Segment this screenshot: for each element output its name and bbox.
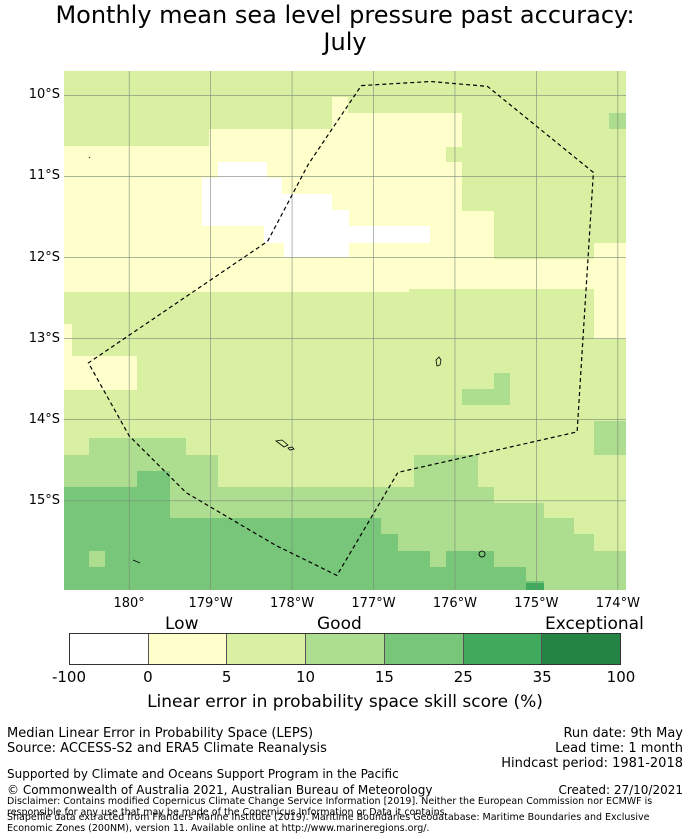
cell-region-green-east — [446, 113, 626, 259]
island-nw-dot — [88, 156, 91, 159]
cell-upper-white — [348, 97, 460, 113]
cell-yellow-left-strip — [64, 324, 72, 374]
source-line: Source: ACCESS-S2 and ERA5 Climate Reana… — [7, 741, 327, 756]
category-good-label: Good — [317, 614, 362, 634]
longitude-label: 176°W — [432, 596, 478, 611]
category-low-label: Low — [165, 614, 199, 634]
run-date: Run date: 9th May — [563, 726, 683, 741]
region-outline — [87, 80, 595, 577]
title-line-2: July — [323, 28, 367, 56]
cell-good-far-east — [594, 421, 626, 455]
colorbar-title: Linear error in probability space skill … — [147, 692, 543, 712]
cell-strong-south-edge — [526, 583, 544, 590]
colorbar-tick-label: 0 — [143, 668, 153, 686]
latitude-label: 14°S — [28, 411, 60, 427]
longitude-label: 180° — [113, 596, 145, 611]
latitude-label: 11°S — [28, 168, 60, 184]
created-date: Created: 27/10/2021 — [558, 783, 683, 797]
cell-strip-green-left — [64, 126, 89, 146]
disclaimer: Disclaimer: Contains modified Copernicus… — [7, 796, 653, 818]
cell-yellow-mid-right — [594, 243, 626, 339]
cell-good-east-1 — [462, 389, 510, 405]
cell-good-east-2 — [494, 373, 510, 391]
cell-green-mid — [64, 292, 594, 324]
colorbar-tick-label: -100 — [51, 668, 87, 686]
colorbar-tick-label: 15 — [374, 668, 394, 686]
islands — [88, 156, 486, 564]
lead-time: Lead time: 1 month — [555, 741, 683, 756]
colorbar-segment — [463, 634, 543, 664]
category-exceptional-label: Exceptional — [545, 614, 644, 634]
longitude-label: 174°W — [595, 596, 640, 611]
colorbar-tick-label: 10 — [296, 668, 316, 686]
colorbar-tick-label: 5 — [221, 668, 232, 686]
island-central — [275, 439, 295, 451]
island-south-west — [132, 559, 141, 564]
page-title: Monthly mean sea level pressure past acc… — [0, 2, 690, 56]
island-south-east — [478, 550, 486, 558]
supported-by: Supported by Climate and Oceans Support … — [7, 767, 399, 781]
colorbar — [69, 633, 621, 665]
colorbar-segment — [70, 634, 149, 664]
latitude-label: 15°S — [28, 492, 60, 508]
colorbar-segment — [227, 634, 307, 664]
longitude-label: 175°W — [514, 596, 559, 611]
latitude-label: 12°S — [28, 249, 60, 265]
cell-region-none — [202, 162, 430, 257]
cell-region-strong-south — [64, 471, 544, 590]
colorbar-tick-label: 25 — [453, 668, 473, 686]
shapefile-credit: Shapefile data extracted from Flanders M… — [7, 812, 650, 834]
hindcast-period: Hindcast period: 1981-2018 — [501, 756, 683, 771]
latitude-label: 10°S — [28, 87, 60, 103]
colorbar-segment — [542, 634, 621, 664]
island-north — [435, 356, 442, 367]
cell-small-green-ne — [609, 113, 626, 129]
colorbar-tick-label: 35 — [532, 668, 552, 686]
longitude-label: 177°W — [351, 596, 396, 611]
skill-cells — [64, 97, 626, 590]
colorbar-segment — [148, 634, 228, 664]
title-line-1: Monthly mean sea level pressure past acc… — [55, 1, 635, 29]
longitude-label: 178°W — [269, 596, 315, 611]
map-canvas — [64, 71, 626, 590]
colorbar-tick-label: 100 — [606, 668, 636, 686]
longitude-label: 179°W — [188, 596, 233, 611]
copyright: © Commonwealth of Australia 2021, Austra… — [7, 783, 433, 797]
method-line: Median Linear Error in Probability Space… — [7, 726, 314, 741]
skill-score-map[interactable] — [64, 71, 626, 590]
latitude-label: 13°S — [28, 330, 60, 346]
colorbar-segment — [384, 634, 464, 664]
graticule — [64, 71, 626, 590]
colorbar-segment — [306, 634, 385, 664]
cell-good-sw — [89, 551, 105, 567]
